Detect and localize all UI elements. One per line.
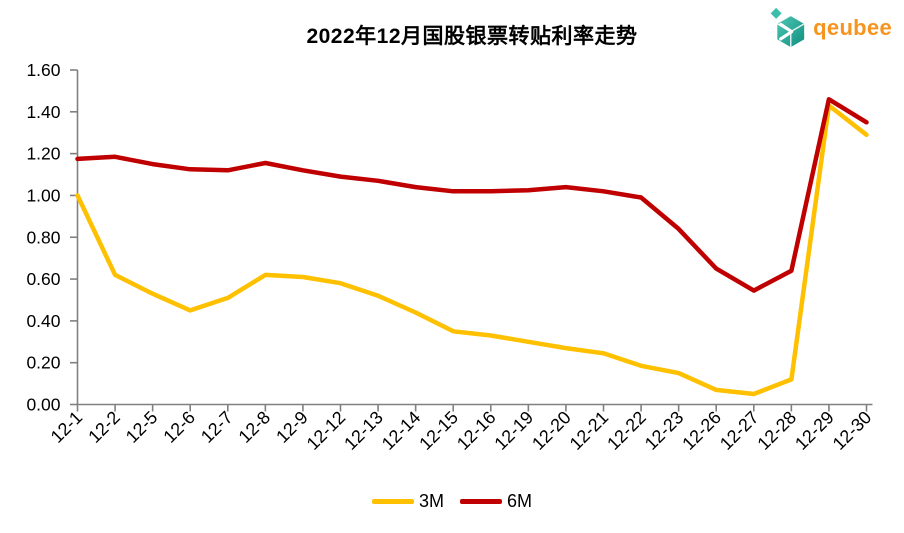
y-tick-label: 0.40 xyxy=(26,311,60,331)
x-tick-label: 12-16 xyxy=(453,407,500,454)
x-tick-label: 12-2 xyxy=(84,407,124,447)
logo-diamond-tile xyxy=(770,7,782,19)
x-tick-label: 12-21 xyxy=(566,407,613,454)
x-tick-label: 12-7 xyxy=(197,407,237,447)
qeubee-logo-mark xyxy=(770,7,805,48)
x-tick-label: 12-8 xyxy=(235,407,275,447)
y-tick-label: 0.00 xyxy=(26,395,60,415)
x-tick-label: 12-19 xyxy=(490,407,537,454)
x-tick-label: 12-29 xyxy=(791,407,838,454)
x-tick-label: 12-13 xyxy=(340,407,387,454)
x-tick-label: 12-6 xyxy=(159,407,199,447)
chart-legend: 3M 6M xyxy=(0,491,904,512)
x-tick-label: 12-5 xyxy=(122,407,162,447)
x-tick-label: 12-22 xyxy=(603,407,650,454)
series-line-6m xyxy=(75,97,869,293)
qeubee-logo-text: qeubee xyxy=(813,15,892,40)
chart-title: 2022年12月国股银票转贴利率走势 xyxy=(306,25,638,48)
x-tick-label: 12-14 xyxy=(378,407,425,454)
y-tick-label: 1.20 xyxy=(26,144,60,164)
x-tick-label: 12-28 xyxy=(753,407,800,454)
x-tick-label: 12-30 xyxy=(829,407,876,454)
y-tick-label: 1.60 xyxy=(26,60,60,80)
logo-chevron xyxy=(779,22,794,41)
legend-label-3m: 3M xyxy=(418,491,444,511)
x-tick-label: 12-20 xyxy=(528,407,575,454)
y-tick-label: 0.80 xyxy=(26,227,60,247)
x-tick-label: 12-27 xyxy=(716,407,763,454)
x-tick-label: 12-23 xyxy=(641,407,688,454)
legend-swatch-6m xyxy=(460,499,502,504)
legend-item-6m: 6M xyxy=(460,491,532,512)
y-tick-label: 1.00 xyxy=(26,185,60,205)
y-tick-label: 1.40 xyxy=(26,102,60,122)
qeubee-logo: qeubee xyxy=(768,7,892,49)
series-line-3m xyxy=(75,103,869,397)
legend-item-3m: 3M xyxy=(371,491,444,512)
legend-swatch-3m xyxy=(371,499,414,504)
x-tick-label: 12-15 xyxy=(415,407,462,454)
x-tick-label: 12-26 xyxy=(678,407,725,454)
legend-label-6m: 6M xyxy=(507,491,533,511)
y-tick-label: 0.20 xyxy=(26,353,60,373)
y-tick-label: 0.60 xyxy=(26,269,60,289)
x-tick-label: 12-12 xyxy=(303,407,350,454)
